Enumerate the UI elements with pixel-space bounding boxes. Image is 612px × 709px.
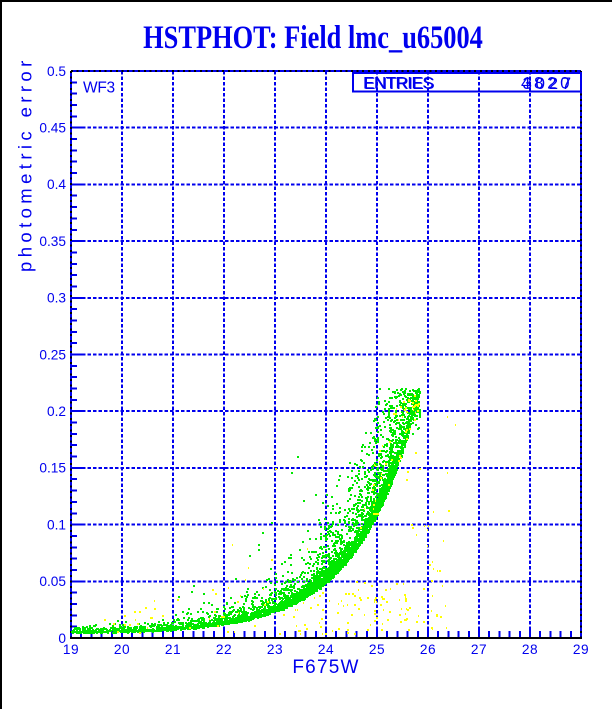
svg-text:3027: 3027: [523, 74, 575, 93]
svg-text:ENTRIES: ENTRIES: [363, 73, 433, 92]
svg-text:0.45: 0.45: [39, 121, 66, 136]
svg-text:ENTRIES: ENTRIES: [364, 74, 434, 93]
svg-text:0.3: 0.3: [47, 291, 66, 306]
svg-text:0.5: 0.5: [47, 64, 66, 79]
svg-text:19: 19: [63, 642, 79, 657]
svg-text:0: 0: [58, 631, 66, 646]
svg-text:0.15: 0.15: [39, 461, 66, 476]
svg-text:F675W: F675W: [292, 657, 359, 678]
svg-text:20: 20: [114, 642, 130, 657]
svg-text:28: 28: [522, 642, 538, 657]
svg-text:0.35: 0.35: [39, 234, 66, 249]
svg-text:0.25: 0.25: [39, 347, 66, 362]
svg-text:4820: 4820: [521, 73, 573, 92]
svg-text:26: 26: [420, 642, 436, 657]
svg-text:27: 27: [471, 642, 487, 657]
svg-text:0.4: 0.4: [47, 177, 66, 192]
svg-text:HSTPHOT: Field lmc_u65004: HSTPHOT: Field lmc_u65004: [143, 19, 483, 55]
svg-text:WF3: WF3: [83, 80, 115, 97]
svg-text:photometric error: photometric error: [15, 56, 36, 272]
svg-text:29: 29: [573, 642, 589, 657]
svg-text:22: 22: [216, 642, 232, 657]
svg-text:23: 23: [267, 642, 283, 657]
svg-text:25: 25: [369, 642, 385, 657]
svg-text:0.05: 0.05: [39, 574, 66, 589]
svg-text:24: 24: [318, 642, 334, 657]
svg-text:0.2: 0.2: [47, 404, 66, 419]
svg-text:0.1: 0.1: [47, 517, 66, 532]
svg-text:21: 21: [165, 642, 181, 657]
